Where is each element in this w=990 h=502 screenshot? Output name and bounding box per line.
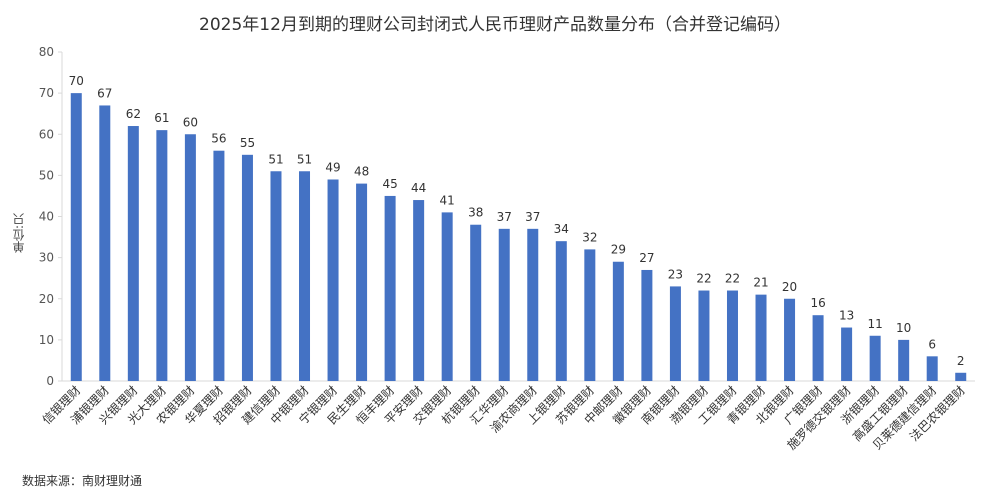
data-label: 27 (639, 251, 654, 265)
y-tick-label: 60 (39, 127, 54, 141)
data-label: 51 (268, 152, 283, 166)
data-label: 51 (297, 152, 312, 166)
y-tick-label: 0 (46, 374, 54, 388)
bar (213, 150, 225, 381)
bar (184, 134, 196, 381)
y-tick-label: 30 (39, 251, 54, 265)
data-label: 23 (668, 267, 683, 281)
bar (726, 290, 738, 381)
data-label: 48 (354, 165, 369, 179)
bar (955, 372, 967, 381)
bar (926, 356, 938, 381)
data-label: 49 (325, 160, 340, 174)
data-label: 38 (468, 206, 483, 220)
bar (241, 154, 253, 381)
bar (555, 241, 567, 381)
bar (812, 315, 824, 381)
bar (527, 228, 539, 381)
data-label: 22 (725, 272, 740, 286)
bar (356, 183, 368, 381)
data-label: 62 (126, 107, 141, 121)
data-label: 32 (582, 230, 597, 244)
data-label: 44 (411, 181, 426, 195)
data-label: 29 (611, 243, 626, 257)
y-tick-label: 70 (39, 86, 54, 100)
data-label: 55 (240, 136, 255, 150)
bar (270, 171, 282, 381)
data-label: 21 (753, 276, 768, 290)
data-label: 16 (810, 296, 825, 310)
data-label: 6 (928, 337, 936, 351)
y-tick-label: 40 (39, 210, 54, 224)
data-label: 56 (211, 132, 226, 146)
bar (869, 335, 881, 381)
bar (327, 179, 339, 381)
bar (841, 327, 853, 381)
data-label: 45 (382, 177, 397, 191)
bar (584, 249, 596, 381)
data-label: 70 (69, 74, 84, 88)
bar (669, 286, 681, 381)
y-tick-label: 10 (39, 333, 54, 347)
bar (384, 195, 396, 381)
data-label: 61 (154, 111, 169, 125)
data-label: 2 (957, 354, 965, 368)
data-label: 37 (497, 210, 512, 224)
data-label: 60 (183, 115, 198, 129)
bar (70, 93, 82, 381)
y-tick-label: 50 (39, 168, 54, 182)
bar (156, 130, 168, 381)
data-label: 22 (696, 272, 711, 286)
data-label: 41 (440, 193, 455, 207)
data-label: 20 (782, 280, 797, 294)
bar (784, 298, 796, 381)
data-label: 11 (868, 317, 883, 331)
data-label: 37 (525, 210, 540, 224)
bar (470, 224, 482, 381)
chart-title: 2025年12月到期的理财公司封闭式人民币理财产品数量分布（合并登记编码） (199, 15, 791, 35)
y-tick-label: 80 (39, 45, 54, 59)
bar (99, 105, 111, 382)
data-label: 13 (839, 309, 854, 323)
source-note: 数据来源：南财理财通 (22, 474, 143, 488)
bar (898, 339, 910, 381)
bar (755, 294, 767, 381)
bar (441, 212, 453, 381)
bar (612, 261, 624, 381)
bar (641, 269, 653, 381)
bar (299, 171, 311, 381)
data-label: 10 (896, 321, 911, 335)
data-label: 67 (97, 86, 112, 100)
bar (498, 228, 510, 381)
bar (698, 290, 710, 381)
bar (127, 126, 139, 382)
y-tick-label: 20 (39, 292, 54, 306)
bar (413, 200, 425, 381)
data-label: 34 (554, 222, 569, 236)
